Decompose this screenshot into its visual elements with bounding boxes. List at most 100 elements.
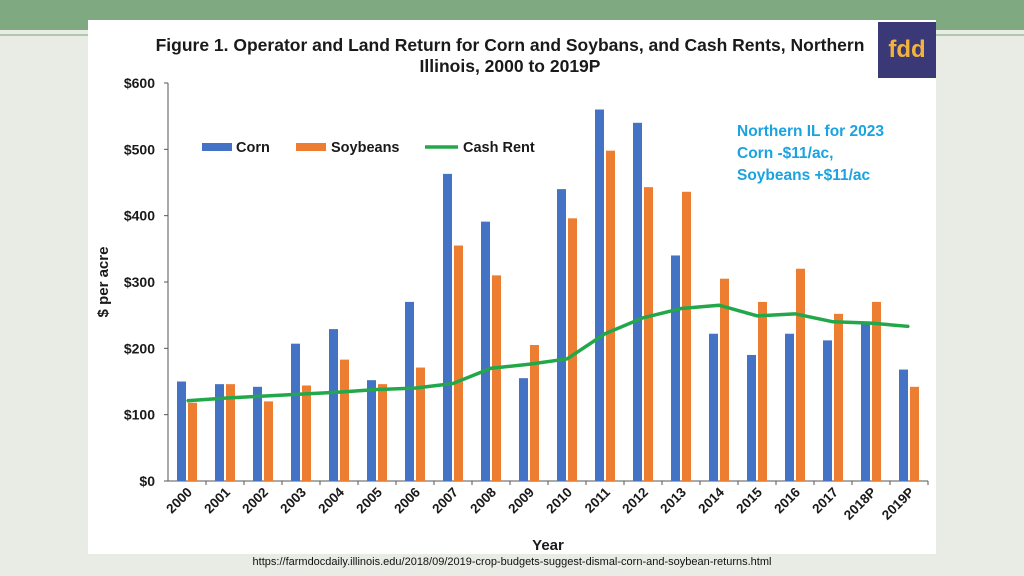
source-url: https://farmdocdaily.illinois.edu/2018/0… xyxy=(252,556,772,568)
y-tick-label: $300 xyxy=(124,274,155,290)
corn-bar xyxy=(367,380,376,481)
logo-text: fdd xyxy=(888,36,926,63)
x-tick-label: 2008 xyxy=(467,484,499,516)
legend-label-corn: Corn xyxy=(236,140,270,156)
cash-rent-point xyxy=(794,313,796,315)
soybeans-bar xyxy=(872,301,881,481)
x-axis-title: Year xyxy=(532,537,564,554)
cash-rent-point xyxy=(300,393,302,395)
soybeans-bar xyxy=(568,218,577,481)
cash-rent-point xyxy=(680,307,682,310)
x-tick-label: 2011 xyxy=(582,484,614,516)
x-tick-label: 2015 xyxy=(733,484,765,516)
corn-bar xyxy=(823,340,832,481)
x-tick-label: 2010 xyxy=(543,485,575,517)
cash-rent-line xyxy=(186,303,910,403)
cash-rent-point xyxy=(376,388,378,391)
cash-rent-point xyxy=(490,367,492,370)
chart-title: Figure 1. Operator and Land Return for C… xyxy=(155,35,865,76)
annotation-note: Northern IL for 2023 Corn -$11/ac, Soybe… xyxy=(737,121,884,187)
soybeans-bar xyxy=(796,268,805,481)
corn-bar xyxy=(177,381,186,481)
soybeans-bar xyxy=(416,367,425,481)
cash-rent-point xyxy=(832,321,834,323)
soybeans-bar xyxy=(530,345,539,481)
corn-bar xyxy=(671,255,680,481)
cash-rent-point xyxy=(338,391,340,393)
y-tick-label: $100 xyxy=(124,407,155,423)
corn-bar xyxy=(519,378,528,481)
cash-rent-point xyxy=(566,358,568,360)
soybeans-bar xyxy=(302,385,311,481)
y-tick-label: $400 xyxy=(124,208,155,224)
cash-rent-point xyxy=(186,399,188,402)
cash-rent-point xyxy=(528,363,530,366)
soybeans-bar xyxy=(454,245,463,481)
cash-rent-point xyxy=(604,332,606,335)
x-tick-label: 2003 xyxy=(277,484,309,516)
x-tick-label: 2001 xyxy=(201,484,233,516)
y-tick-label: $0 xyxy=(139,473,155,489)
x-tick-label: 2006 xyxy=(391,484,423,516)
corn-bar xyxy=(709,333,718,481)
x-tick-label: 2019P xyxy=(879,485,917,523)
corn-bar xyxy=(747,354,756,481)
note-line-1: Northern IL for 2023 xyxy=(737,123,885,140)
legend-swatch-corn xyxy=(202,143,232,151)
legend-label-cash-rent: Cash Rent xyxy=(463,140,535,156)
x-tick-label: 2018P xyxy=(841,485,879,523)
cash-rent-point xyxy=(870,322,872,324)
soybeans-bar xyxy=(720,278,729,481)
cash-rent-point xyxy=(756,315,758,317)
cash-rent-point xyxy=(908,325,910,328)
y-tick-label: $200 xyxy=(124,340,155,356)
cash-rent-point xyxy=(414,387,416,389)
cash-rent-point xyxy=(452,382,454,385)
legend-swatch-soybeans xyxy=(296,143,326,151)
x-tick-label: 2016 xyxy=(771,484,803,516)
fdd-logo: fdd xyxy=(878,22,936,78)
soybeans-bar xyxy=(606,150,615,481)
cash-rent-point xyxy=(718,304,720,307)
cash-rent-point xyxy=(642,317,644,319)
note-line-2: Corn -$11/ac, xyxy=(737,145,834,162)
corn-bar xyxy=(329,329,338,481)
x-tick-label: 2017 xyxy=(809,485,841,517)
soybeans-bar xyxy=(340,359,349,481)
corn-bar xyxy=(253,386,262,481)
x-tick-label: 2004 xyxy=(315,484,347,516)
soybeans-bar xyxy=(226,384,235,481)
corn-bar xyxy=(215,384,224,481)
corn-bar xyxy=(595,109,604,482)
corn-bar xyxy=(405,301,414,481)
corn-bar xyxy=(785,333,794,481)
soybeans-bar xyxy=(188,402,197,481)
legend-label-soybeans: Soybeans xyxy=(331,140,400,156)
soybeans-bar xyxy=(910,386,919,481)
cash-rent-point xyxy=(224,397,226,399)
soybeans-bar xyxy=(758,301,767,481)
soybeans-bar xyxy=(644,187,653,482)
y-axis-title: $ per acre xyxy=(95,247,112,318)
x-tick-label: 2002 xyxy=(239,485,271,517)
corn-bar xyxy=(291,343,300,481)
x-tick-label: 2009 xyxy=(505,485,537,517)
corn-bar xyxy=(899,369,908,481)
x-tick-label: 2014 xyxy=(695,484,727,516)
soybeans-bar xyxy=(378,384,387,481)
soybeans-bar xyxy=(834,313,843,481)
corn-bar xyxy=(443,173,452,482)
corn-bar xyxy=(633,122,642,482)
x-tick-label: 2000 xyxy=(163,485,195,517)
corn-bar xyxy=(557,189,566,481)
soybeans-bar xyxy=(264,401,273,481)
soybeans-bar xyxy=(682,191,691,481)
corn-bar xyxy=(861,321,870,481)
x-tick-label: 2012 xyxy=(619,485,651,517)
y-tick-label: $600 xyxy=(124,75,155,91)
soybeans-bar xyxy=(492,275,501,481)
x-tick-label: 2005 xyxy=(353,484,385,516)
y-tick-label: $500 xyxy=(124,141,155,157)
x-tick-label: 2007 xyxy=(429,485,461,517)
